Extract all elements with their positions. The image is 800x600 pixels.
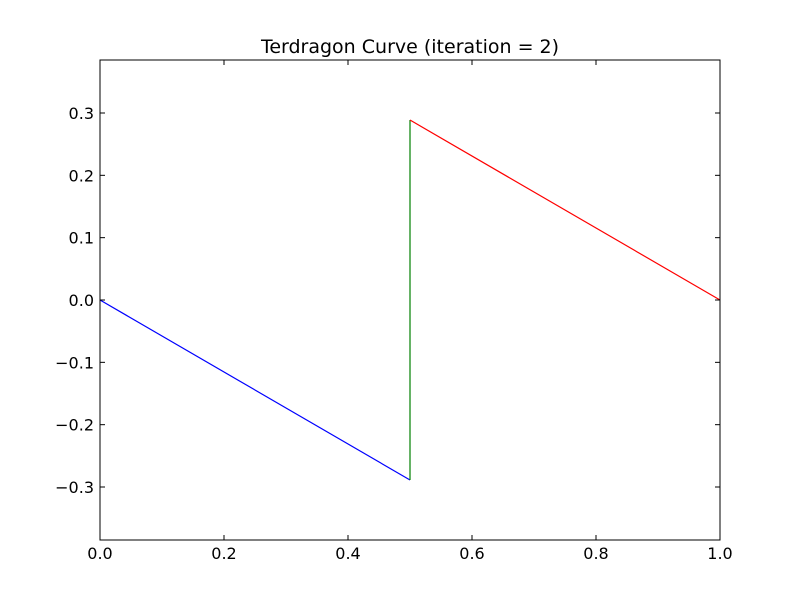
y-tick-label: −0.1 bbox=[55, 353, 94, 372]
chart-title: Terdragon Curve (iteration = 2) bbox=[260, 36, 559, 58]
x-tick-label: 0.0 bbox=[87, 544, 112, 563]
y-tick-label: 0.0 bbox=[69, 291, 94, 310]
y-tick-label: −0.3 bbox=[55, 478, 94, 497]
x-tick-label: 1.0 bbox=[707, 544, 732, 563]
series-layer bbox=[99, 119, 721, 481]
y-tick-label: 0.2 bbox=[69, 166, 94, 185]
y-tick-label: −0.2 bbox=[55, 416, 94, 435]
plot-frame bbox=[99, 59, 721, 541]
x-tick-label: 0.6 bbox=[459, 544, 484, 563]
series-line-3 bbox=[409, 119, 721, 301]
y-tick-label: 0.1 bbox=[69, 229, 94, 248]
series-line-1 bbox=[99, 299, 411, 481]
x-tick-label: 0.4 bbox=[335, 544, 360, 563]
y-tick-label: 0.3 bbox=[69, 104, 94, 123]
x-tick-label: 0.8 bbox=[583, 544, 608, 563]
x-tick-label: 0.2 bbox=[211, 544, 236, 563]
ticks-layer: 0.0 0.2 0.4 0.6 0.8 1.0 0.3 0.2 0.1 0.0 −0.1 −0.2 −0… bbox=[55, 60, 733, 563]
